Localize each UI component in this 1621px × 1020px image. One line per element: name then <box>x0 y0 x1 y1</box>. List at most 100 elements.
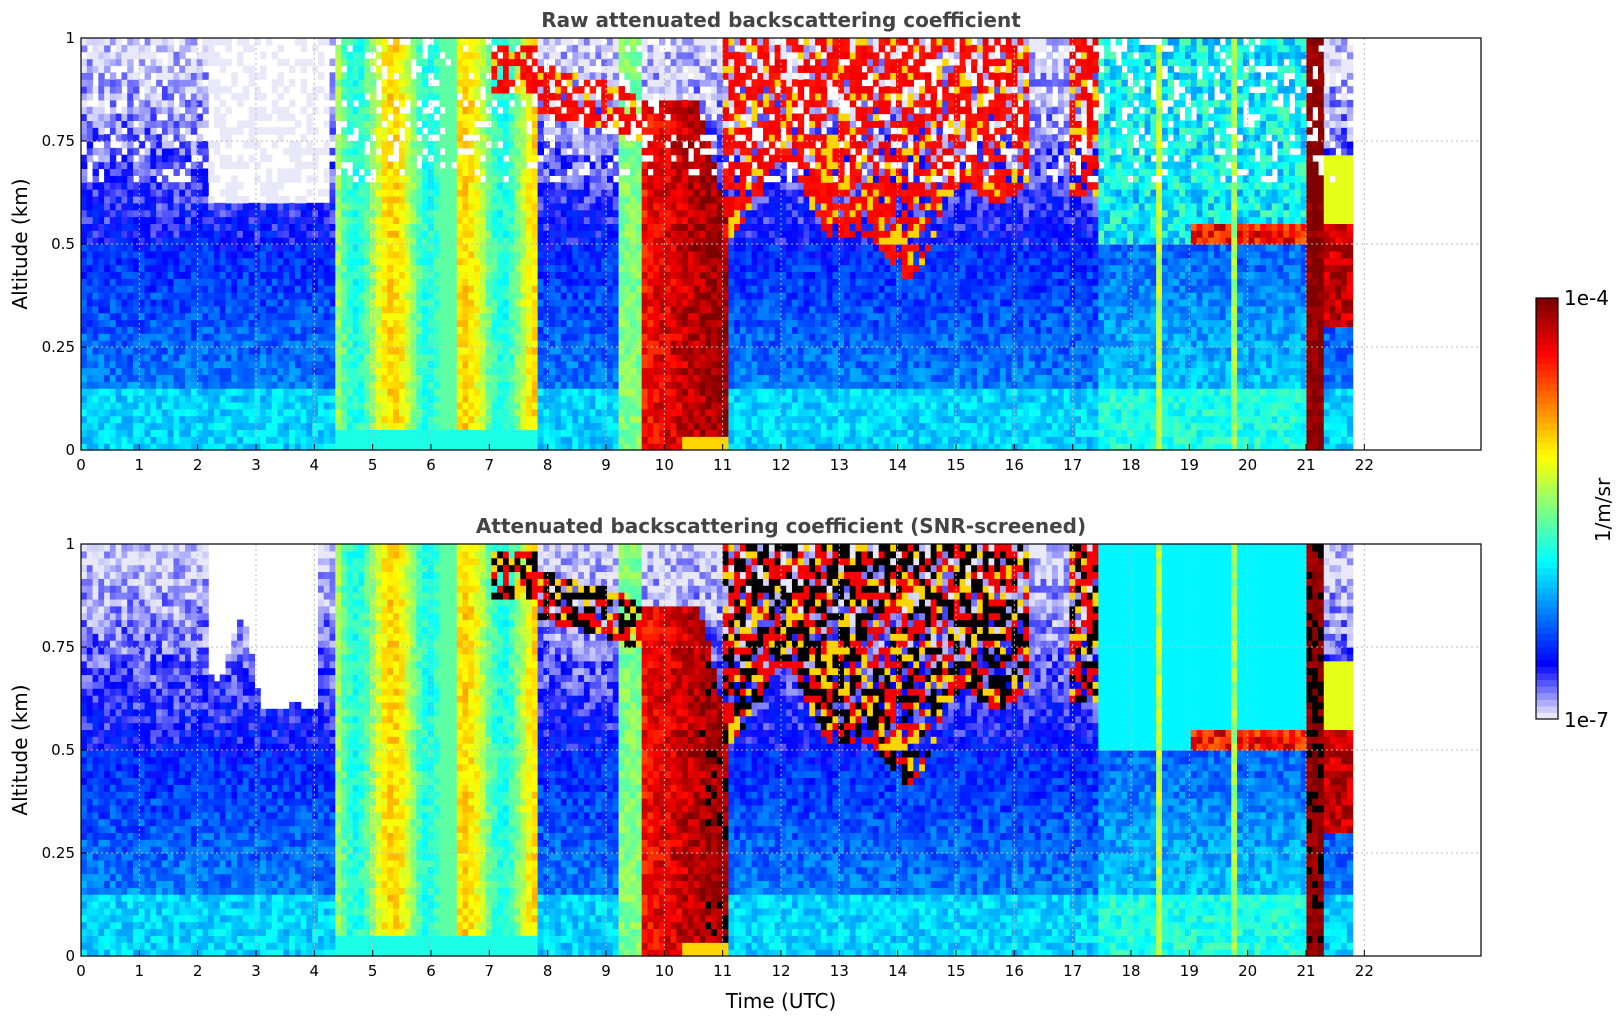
heatmap-cell <box>202 100 208 107</box>
heatmap-cell <box>191 340 197 347</box>
heatmap-cell <box>162 278 168 285</box>
heatmap-cell <box>179 374 185 381</box>
heatmap-cell <box>121 292 127 299</box>
heatmap-cell <box>162 141 168 148</box>
heatmap-cell <box>202 217 208 224</box>
heatmap-cell <box>145 402 151 409</box>
heatmap-cell <box>104 347 110 354</box>
heatmap-cell <box>208 265 214 272</box>
heatmap-cell <box>110 423 116 430</box>
heatmap-cell <box>104 120 110 127</box>
heatmap-cell <box>127 100 133 107</box>
heatmap-cell <box>127 251 133 258</box>
heatmap-cell <box>121 423 127 430</box>
heatmap-cell <box>191 265 197 272</box>
heatmap-cell <box>191 402 197 409</box>
heatmap-cell <box>98 299 104 306</box>
heatmap-cell <box>156 148 162 155</box>
heatmap-cell <box>93 326 99 333</box>
heatmap-cell <box>127 230 133 237</box>
heatmap-cell <box>104 388 110 395</box>
heatmap-cell <box>150 271 156 278</box>
heatmap-cell <box>173 265 179 272</box>
heatmap-cell <box>104 320 110 327</box>
heatmap-cell <box>116 320 122 327</box>
heatmap-cell <box>162 244 168 251</box>
heatmap-cell <box>116 395 122 402</box>
heatmap-cell <box>81 395 87 402</box>
heatmap-cell <box>133 292 139 299</box>
heatmap-cell <box>145 354 151 361</box>
heatmap-cell <box>110 182 116 189</box>
heatmap-cell <box>156 340 162 347</box>
heatmap-cell <box>185 59 191 66</box>
heatmap-cell <box>127 162 133 169</box>
heatmap-cell <box>133 86 139 93</box>
heatmap-cell <box>93 223 99 230</box>
heatmap-cell <box>156 258 162 265</box>
heatmap-cell <box>121 93 127 100</box>
heatmap-cell <box>162 162 168 169</box>
heatmap-cell <box>145 416 151 423</box>
heatmap-cell <box>145 436 151 443</box>
heatmap-cell <box>197 326 203 333</box>
heatmap-cell <box>185 423 191 430</box>
heatmap-cell <box>110 409 116 416</box>
heatmap-cell <box>202 326 208 333</box>
heatmap-cell <box>121 429 127 436</box>
heatmap-cell <box>179 86 185 93</box>
heatmap-cell <box>150 429 156 436</box>
heatmap-cell <box>208 368 214 375</box>
heatmap-cell <box>145 340 151 347</box>
heatmap-cell <box>87 148 93 155</box>
heatmap-cell <box>168 59 174 66</box>
heatmap-cell <box>116 402 122 409</box>
heatmap-cell <box>150 333 156 340</box>
heatmap-cell <box>145 100 151 107</box>
heatmap-cell <box>133 368 139 375</box>
heatmap-cell <box>133 306 139 313</box>
heatmap-cell <box>110 189 116 196</box>
heatmap-cell <box>168 114 174 121</box>
heatmap-cell <box>81 333 87 340</box>
heatmap-cell <box>197 217 203 224</box>
heatmap-cell <box>173 203 179 210</box>
heatmap-cell <box>81 416 87 423</box>
heatmap-cell <box>116 196 122 203</box>
heatmap-cell <box>121 258 127 265</box>
heatmap-cell <box>104 354 110 361</box>
heatmap-cell <box>179 196 185 203</box>
heatmap-cell <box>162 203 168 210</box>
heatmap-cell <box>87 429 93 436</box>
heatmap-cell <box>191 320 197 327</box>
heatmap-cell <box>179 423 185 430</box>
heatmap-cell <box>133 381 139 388</box>
heatmap-cell <box>150 65 156 72</box>
heatmap-cell <box>168 120 174 127</box>
heatmap-cell <box>98 251 104 258</box>
heatmap-cell <box>121 107 127 114</box>
heatmap-cell <box>185 114 191 121</box>
heatmap-cell <box>202 52 208 59</box>
heatmap-cell <box>185 251 191 258</box>
heatmap-cell <box>98 93 104 100</box>
heatmap-cell <box>145 45 151 52</box>
heatmap-cell <box>156 347 162 354</box>
heatmap-cell <box>98 217 104 224</box>
heatmap-cell <box>156 402 162 409</box>
heatmap-cell <box>81 196 87 203</box>
heatmap-cell <box>173 285 179 292</box>
heatmap-cell <box>116 278 122 285</box>
heatmap-cell <box>168 93 174 100</box>
heatmap-cell <box>185 217 191 224</box>
heatmap-cell <box>191 416 197 423</box>
heatmap-cell <box>133 340 139 347</box>
heatmap-cell <box>145 65 151 72</box>
heatmap-cell <box>168 244 174 251</box>
heatmap-cell <box>116 326 122 333</box>
heatmap-cell <box>87 251 93 258</box>
heatmap-cell <box>145 196 151 203</box>
heatmap-cell <box>156 292 162 299</box>
heatmap-cell <box>87 381 93 388</box>
heatmap-cell <box>156 265 162 272</box>
